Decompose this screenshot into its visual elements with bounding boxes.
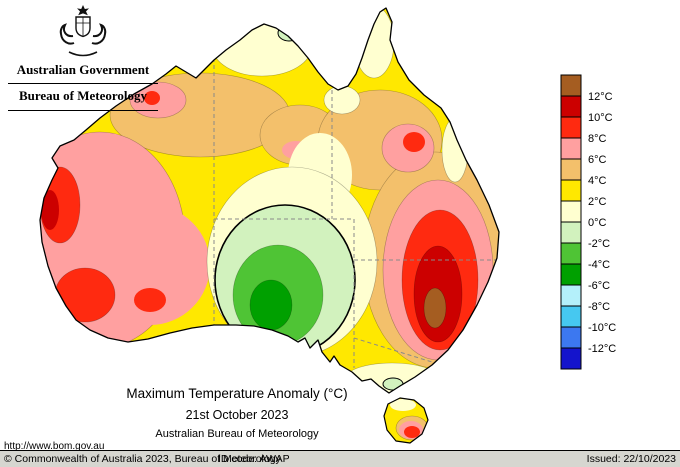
legend-swatch (560, 95, 582, 118)
temperature-legend: 12°C 10°C 8°C 6°C 4°C 2°C 0°C -2°C -4°C … (560, 74, 616, 370)
bom-url: http://www.bom.gov.au (4, 441, 105, 452)
anomaly-blob-red (134, 288, 166, 312)
footer-copyright: © Commonwealth of Australia 2023, Bureau… (4, 453, 281, 465)
crest-wrap (8, 4, 158, 60)
gov-title: Australian Government (8, 62, 158, 84)
footer-issued: Issued: 22/10/2023 (586, 453, 676, 465)
footer-id-code: ID code: AWAP (218, 453, 290, 465)
legend-label: 2°C (588, 196, 607, 208)
anomaly-blob-cream (323, 85, 361, 115)
legend-label: -10°C (588, 322, 616, 334)
legend-swatch (560, 74, 582, 97)
gov-header: Australian Government Bureau of Meteorol… (8, 4, 158, 111)
legend-label: 8°C (588, 133, 607, 145)
legend-label: -8°C (588, 301, 610, 313)
tasmania-coastline (383, 397, 429, 444)
legend-label: 12°C (588, 91, 613, 103)
footer-bar: © Commonwealth of Australia 2023, Bureau… (0, 450, 680, 467)
legend-label: 0°C (588, 217, 607, 229)
legend-label: 4°C (588, 175, 607, 187)
anomaly-blob-brown (423, 287, 447, 329)
anomaly-blob-cream (390, 399, 416, 411)
bureau-title: Bureau of Meteorology (8, 84, 158, 111)
legend-label: -12°C (588, 343, 616, 355)
map-caption: Maximum Temperature Anomaly (°C) 21st Oc… (67, 386, 407, 440)
legend-swatch (560, 263, 582, 286)
legend-label: -6°C (588, 280, 610, 292)
legend-swatch (560, 179, 582, 202)
anomaly-blob-salmon (90, 205, 210, 325)
anomaly-blob-darkgreen (249, 279, 293, 331)
legend-swatch (560, 221, 582, 244)
legend-label: 10°C (588, 112, 613, 124)
coat-of-arms-icon (59, 5, 107, 57)
anomaly-blob-red (404, 426, 420, 438)
anomaly-blob-red (144, 91, 160, 105)
anomaly-blob-red (403, 132, 425, 152)
anomaly-blob-palegreen (277, 24, 301, 42)
legend-label: -2°C (588, 238, 610, 250)
anomaly-blob-darkred (41, 190, 59, 230)
legend-label: 6°C (588, 154, 607, 166)
map-source: Australian Bureau of Meteorology (155, 428, 319, 440)
mainland-coastline (39, 7, 500, 394)
legend-swatch (560, 284, 582, 307)
anomaly-blob-cream (353, 8, 395, 79)
map-date: 21st October 2023 (185, 408, 289, 422)
legend-swatch (560, 137, 582, 160)
legend-swatch (560, 326, 582, 349)
anomaly-blob-cream (441, 117, 469, 183)
legend-swatch (560, 305, 582, 328)
legend-swatch (560, 200, 582, 223)
map-title: Maximum Temperature Anomaly (°C) (126, 386, 348, 401)
legend-label: -4°C (588, 259, 610, 271)
legend-swatch (560, 347, 582, 370)
legend-swatch (560, 242, 582, 265)
legend-swatch (560, 158, 582, 181)
state-borders (213, 58, 498, 368)
legend-swatch (560, 116, 582, 139)
anomaly-blob-red (54, 267, 116, 323)
